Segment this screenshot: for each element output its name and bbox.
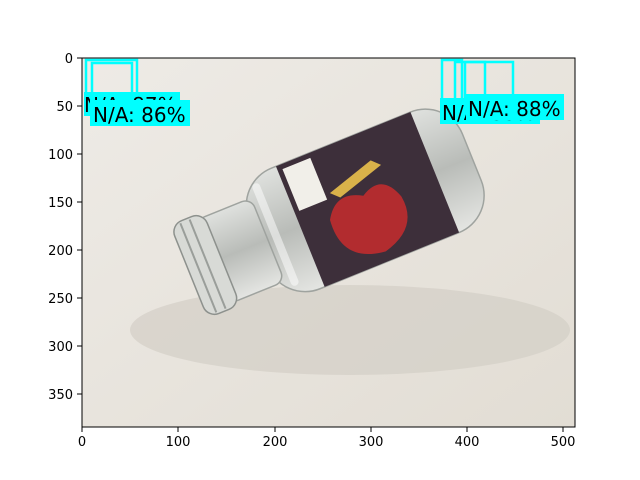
y-tick: 350: [48, 388, 82, 403]
x-tick: 200: [263, 427, 288, 450]
x-tick: 500: [551, 427, 576, 450]
x-tick-label: 0: [78, 435, 86, 450]
x-tick: 400: [455, 427, 480, 450]
detection-label: N/A: 86%: [93, 103, 186, 127]
axes-frame: [81, 57, 576, 428]
y-axis: 0 50 100 150 200 250 300 350: [48, 52, 82, 403]
y-tick: 150: [48, 196, 82, 211]
y-tick: 100: [48, 148, 82, 163]
y-tick: 300: [48, 340, 82, 355]
y-tick-label: 250: [48, 292, 73, 307]
x-tick: 0: [78, 427, 86, 450]
detection-box: N/A: 86%: [90, 100, 190, 127]
y-tick-label: 350: [48, 388, 73, 403]
y-tick-label: 200: [48, 244, 73, 259]
y-tick: 50: [56, 100, 82, 115]
y-tick-label: 300: [48, 340, 73, 355]
x-tick-label: 100: [166, 435, 191, 450]
detection-box: N/A: 88%: [466, 94, 564, 121]
x-tick-label: 400: [455, 435, 480, 450]
detection-label: N/A: 88%: [468, 97, 561, 121]
y-tick-label: 0: [65, 52, 73, 67]
x-tick: 300: [359, 427, 384, 450]
glass-jar: [173, 108, 485, 316]
y-tick: 200: [48, 244, 82, 259]
x-tick: 100: [166, 427, 191, 450]
x-axis: 0 100 200 300 400 500: [78, 427, 576, 450]
x-tick-label: 500: [551, 435, 576, 450]
x-tick-label: 200: [263, 435, 288, 450]
x-tick-label: 300: [359, 435, 384, 450]
y-tick: 0: [65, 52, 82, 67]
detections: N/A: 87% N/A: 86% N/A: 88% N/A: 88%: [84, 58, 564, 127]
y-tick-label: 50: [56, 100, 73, 115]
y-tick-label: 100: [48, 148, 73, 163]
y-tick: 250: [48, 292, 82, 307]
y-tick-label: 150: [48, 196, 73, 211]
